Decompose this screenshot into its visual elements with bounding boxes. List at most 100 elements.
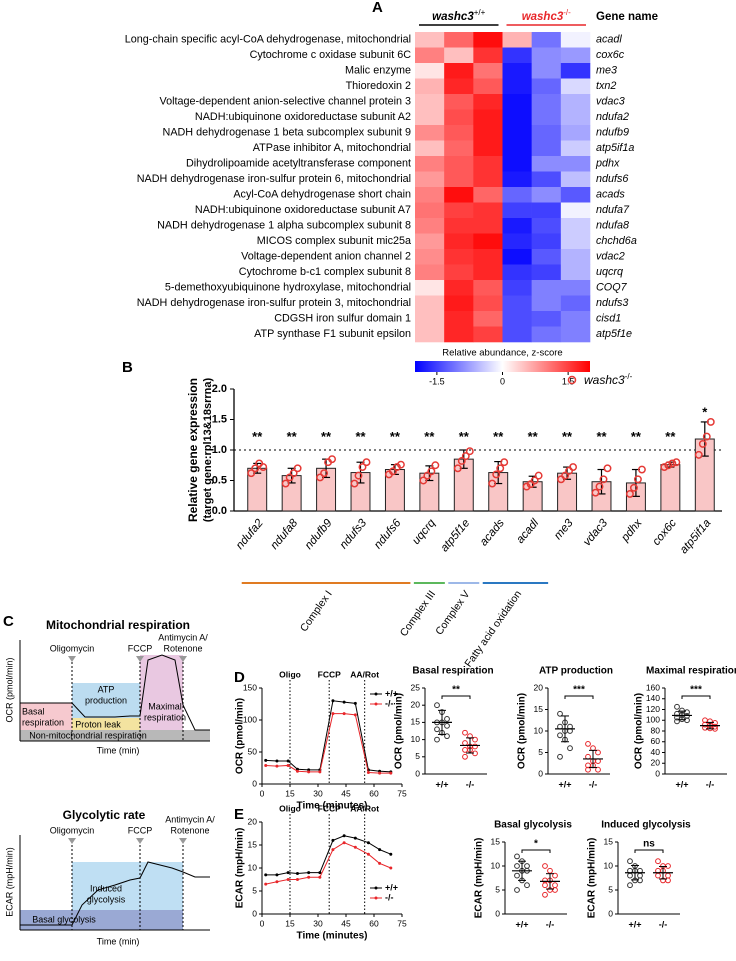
- gene-label: uqcrq: [596, 266, 623, 278]
- heatmap-cell: [560, 171, 591, 188]
- row-label: ATPase inhibitor A, mitochondrial: [253, 142, 411, 154]
- row-label: Cytochrome c oxidase subunit 6C: [250, 49, 412, 61]
- data-point: [684, 717, 690, 724]
- label-text: washc3: [584, 373, 625, 387]
- heatmap-cell: [560, 295, 591, 312]
- y-tick-label: 10: [248, 862, 258, 872]
- glycolysis-schematic: Glycolytic rate Oligomycin FCCP Antimyci…: [4, 808, 215, 946]
- x-tick-label: 30: [313, 788, 323, 798]
- heatmap-cell: [560, 264, 591, 281]
- heatmap-cell: [560, 125, 591, 141]
- series-line: [265, 700, 391, 773]
- data-point: [655, 858, 661, 865]
- y-tick-label: 0: [252, 908, 257, 918]
- induced-region: [72, 862, 183, 910]
- data-point: [434, 702, 440, 709]
- gene-label: cox6c: [596, 49, 625, 61]
- region-label: respiration: [22, 717, 64, 727]
- x-tick-label: ndufa2: [234, 517, 266, 552]
- significance: **: [252, 429, 263, 444]
- region-label: respiration: [144, 712, 186, 722]
- heatmap-cell: [502, 264, 532, 281]
- series-point: [389, 866, 393, 870]
- data-point: [251, 464, 260, 473]
- y-tick-label: 10: [491, 860, 501, 870]
- series-point: [264, 758, 268, 762]
- data-point: [431, 461, 440, 470]
- significance-bracket: [634, 849, 664, 853]
- label: washc3-/-: [522, 8, 571, 23]
- heatmap-cell: [502, 109, 532, 126]
- data-point: [664, 461, 673, 470]
- data-point: [674, 718, 680, 725]
- data-point: [569, 463, 578, 472]
- heatmap-cell: [473, 78, 503, 95]
- significance-bracket: [564, 695, 594, 699]
- heatmap-cell: [531, 264, 562, 281]
- row-label: ATP synthase F1 subunit epsilon: [254, 328, 411, 340]
- injection-label: Oligo: [279, 669, 301, 679]
- x-tick-label: 60: [369, 918, 379, 928]
- significance: **: [390, 429, 401, 444]
- row-label: NADH dehydrogenase iron-sulfur protein 3…: [137, 297, 411, 309]
- row-label: NADH:ubiquinone oxidoreductase subunit A…: [195, 111, 411, 123]
- heatmap-cell: [473, 264, 503, 281]
- label-text: washc3: [432, 11, 474, 23]
- data-point: [665, 877, 671, 884]
- y-tick-label: 10: [604, 860, 614, 870]
- heatmap-cell: [415, 202, 445, 219]
- chart-title: Basal respiration: [412, 666, 493, 677]
- heatmap-cell: [560, 311, 591, 327]
- injection-label: AA/Rot: [350, 803, 379, 813]
- heatmap-cell: [415, 295, 445, 312]
- significance: **: [355, 429, 366, 444]
- panel-label: C: [3, 613, 14, 630]
- injection-label: Antimycin A/: [158, 632, 208, 642]
- heatmap-cell: [444, 202, 474, 219]
- heatmap-cell: [502, 140, 532, 157]
- curve: [20, 654, 210, 731]
- region-label: Proton leak: [75, 719, 121, 729]
- group-label: Complex I: [298, 588, 335, 634]
- heatmap-cell: [444, 32, 474, 48]
- data-point: [524, 882, 530, 889]
- series-point: [353, 701, 357, 705]
- y-tick-label: 5: [495, 884, 500, 894]
- y-axis-title: (target gene:rpl13&18srrna): [202, 378, 214, 523]
- data-point: [514, 872, 520, 879]
- x-tick-label: 0: [260, 788, 265, 798]
- gene-label: COQ7: [596, 282, 628, 294]
- y-tick-label: 0: [608, 908, 613, 918]
- injection-label: Oligo: [279, 803, 301, 813]
- x-axis-title: Time (minutes): [297, 931, 368, 942]
- significance: **: [528, 429, 539, 444]
- injection-label: Oligomycin: [50, 643, 95, 653]
- series-point: [342, 834, 346, 838]
- data-point: [285, 473, 294, 482]
- heatmap-cell: [560, 187, 591, 203]
- series-point: [275, 873, 279, 877]
- data-point: [668, 459, 677, 468]
- heatmap-cell: [415, 32, 445, 48]
- label-text: washc3: [522, 11, 564, 23]
- gene-label: vdac2: [596, 251, 625, 263]
- non-mito-region: [20, 730, 210, 741]
- significance: *: [534, 839, 538, 850]
- heatmap-cell: [415, 78, 445, 95]
- data-point: [461, 452, 470, 461]
- data-point: [595, 482, 604, 491]
- curve: [20, 861, 210, 926]
- group-label: Fatty acid oxidation: [462, 588, 524, 669]
- leak-region: [72, 718, 140, 730]
- heatmap-cell: [560, 78, 591, 95]
- heatmap-cell: [560, 63, 591, 79]
- series-line: [265, 842, 391, 885]
- y-tick-label: 5: [252, 885, 257, 895]
- significance: ***: [573, 685, 585, 696]
- heatmap-cell: [502, 125, 532, 141]
- colorbar-title: Relative abundance, z-score: [442, 348, 562, 359]
- series-point: [366, 770, 370, 774]
- data-point: [396, 460, 405, 469]
- row-label: NADH dehydrogenase iron-sulfur protein 6…: [137, 173, 411, 185]
- gene-label: ndufb9: [596, 127, 629, 139]
